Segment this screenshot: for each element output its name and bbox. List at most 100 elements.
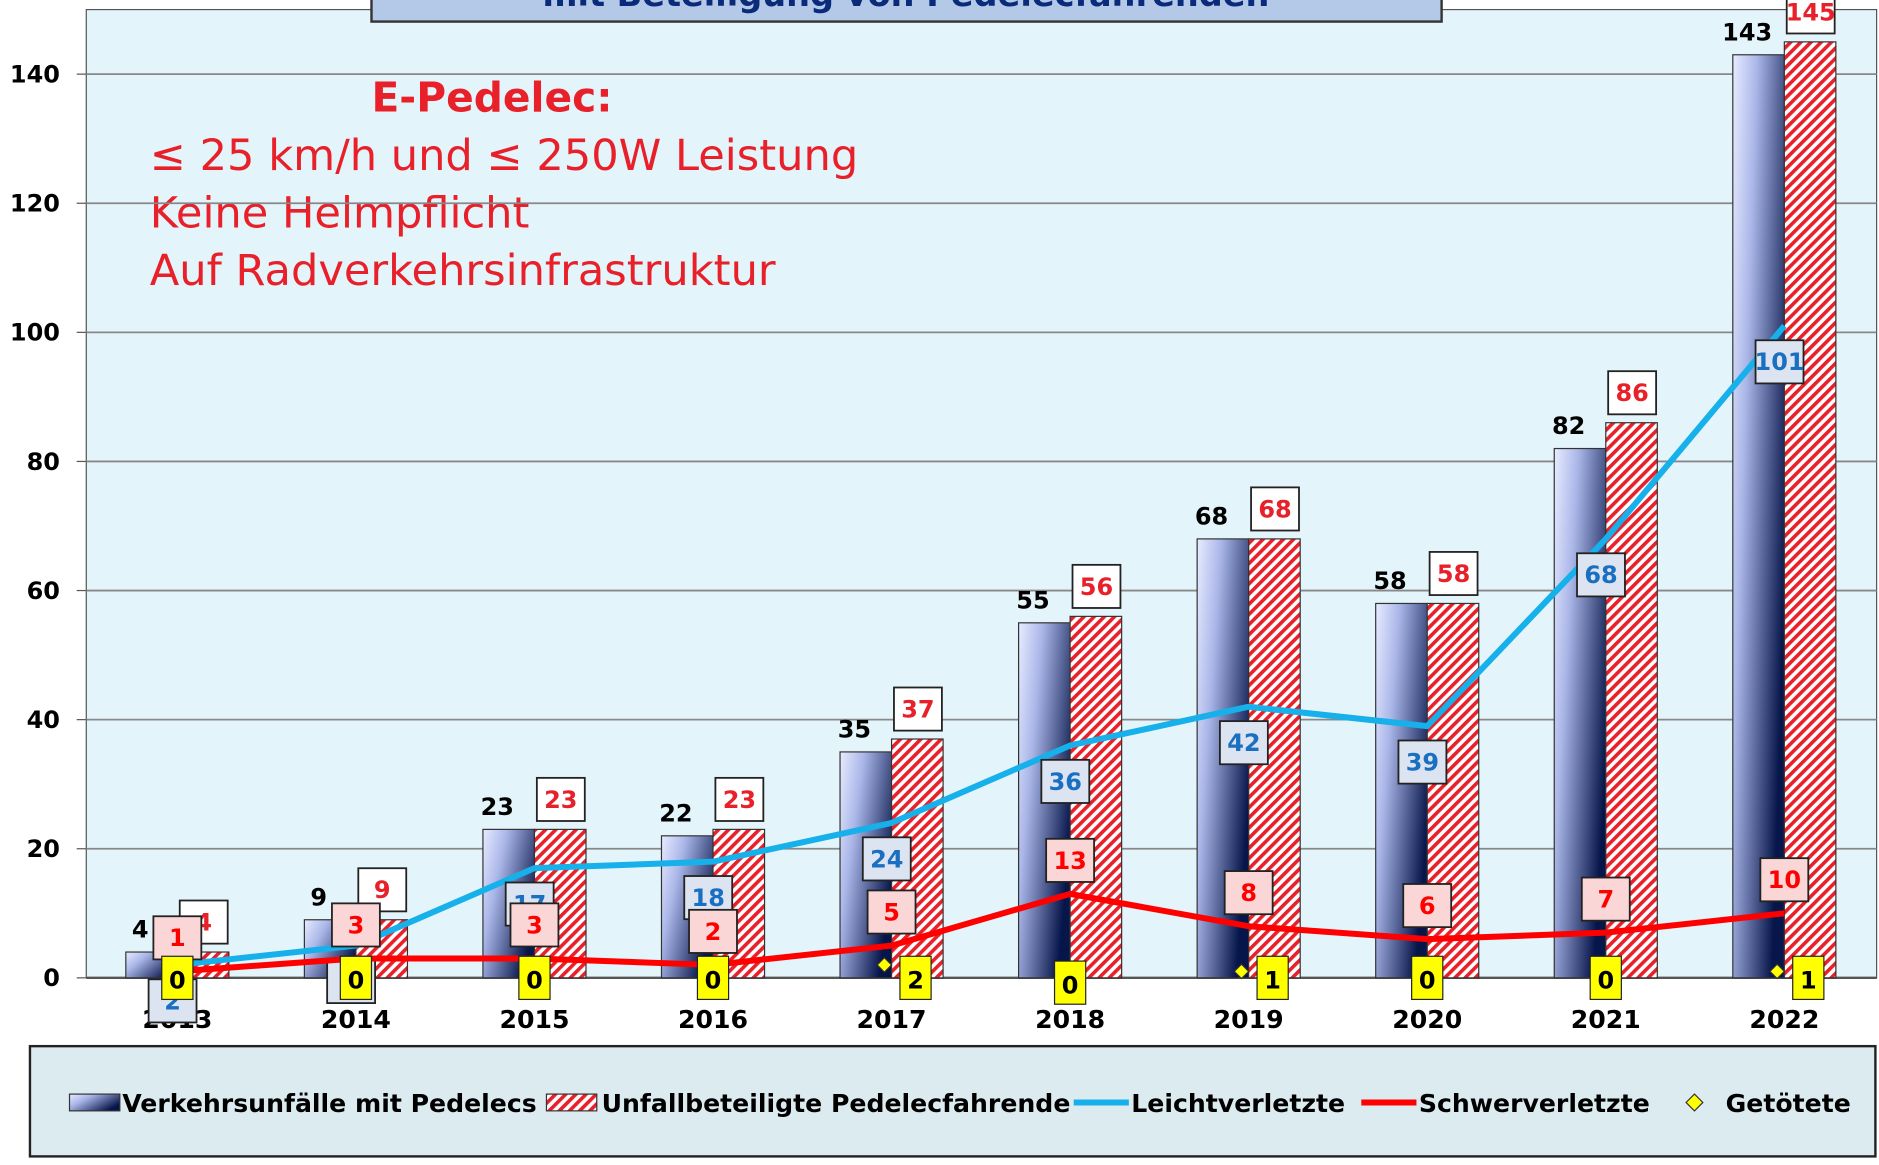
value-label: 1 (1800, 967, 1817, 995)
value-label-box (1040, 758, 1091, 804)
legend-swatch (545, 1093, 598, 1112)
value-label: 18 (692, 884, 725, 912)
value-label-box (893, 686, 943, 732)
annotation: E-Pedelec: (371, 73, 612, 121)
value-label-box (1397, 739, 1448, 785)
value-label: 0 (348, 967, 365, 995)
value-label-box (1402, 883, 1453, 929)
annotation: ≤ 25 km/h und ≤ 250W Leistung (150, 131, 858, 181)
value-label-box (1792, 955, 1825, 1001)
value-label: 22 (659, 799, 692, 827)
legend-label: Unfallbeteiligte Pedelecfahrende (602, 1089, 1071, 1118)
value-label: 2 (705, 918, 722, 946)
value-label-box (866, 889, 917, 935)
value-label-box (1045, 837, 1095, 883)
legend-swatch (1685, 1093, 1704, 1112)
value-label: 0 (1597, 967, 1614, 995)
value-label-box (1754, 339, 1805, 385)
value-label-box (1589, 955, 1622, 1001)
value-label: 58 (1437, 560, 1470, 588)
annotation: Auf Radverkehrsinfrastruktur (150, 246, 776, 296)
value-label-box (1580, 876, 1631, 922)
value-label: 24 (870, 845, 903, 873)
value-label-box (1607, 370, 1658, 416)
value-label-box (1219, 720, 1269, 766)
x-tick-label: 2015 (499, 1005, 569, 1034)
value-label: 35 (838, 716, 871, 744)
y-tick-label: 0 (43, 964, 60, 992)
value-label-box (714, 776, 765, 822)
line (177, 890, 1785, 975)
value-label: 143 (1722, 18, 1772, 46)
value-label: 82 (1552, 412, 1585, 440)
y-tick-label: 80 (27, 448, 60, 476)
value-label: 0 (526, 967, 543, 995)
value-label-box (509, 902, 560, 948)
value-label: 13 (1053, 847, 1086, 875)
value-label: 68 (1195, 503, 1228, 531)
x-tick-label: 2016 (678, 1005, 748, 1034)
bar (1783, 41, 1837, 979)
x-tick-label: 2014 (321, 1005, 391, 1034)
value-label: 68 (1584, 561, 1617, 589)
value-label: 3 (348, 911, 365, 939)
value-label-box (1759, 857, 1810, 903)
legend-label: Getötete (1726, 1089, 1851, 1118)
value-label: 4 (132, 916, 149, 944)
marker (1769, 963, 1786, 980)
value-label: 23 (544, 786, 577, 814)
value-label-box (1250, 486, 1300, 532)
x-tick-label: 2017 (857, 1005, 927, 1034)
chart-title: mit Beteiligung von Pedelecfahrenden (542, 0, 1269, 14)
value-label: 9 (374, 876, 391, 904)
value-label-box (899, 955, 932, 1001)
value-label-box (688, 908, 738, 954)
value-label: 101 (1755, 348, 1805, 376)
value-label: 10 (1768, 866, 1801, 894)
value-label: 39 (1406, 748, 1439, 776)
marker (1233, 963, 1250, 980)
y-tick-label: 20 (27, 835, 60, 863)
value-label: 0 (1419, 967, 1436, 995)
value-label-box (518, 955, 551, 1001)
y-tick-label: 140 (10, 61, 60, 89)
value-label: 0 (169, 967, 186, 995)
value-label-box (1256, 955, 1289, 1001)
value-label-box (535, 776, 586, 822)
value-label: 6 (1419, 892, 1436, 920)
value-label-box (339, 955, 373, 1001)
annotation: Keine Helmpflicht (150, 189, 530, 239)
value-label-box (1071, 563, 1122, 609)
value-label: 5 (883, 898, 900, 926)
value-label: 86 (1615, 379, 1648, 407)
value-label: 1 (169, 924, 186, 952)
value-label: 23 (723, 786, 756, 814)
value-label: 42 (1227, 729, 1260, 757)
legend-swatch (68, 1093, 121, 1112)
value-label-box (861, 836, 912, 882)
value-label: 23 (481, 793, 514, 821)
value-label: 0 (1062, 971, 1079, 999)
marker (876, 956, 893, 973)
value-label: 56 (1080, 573, 1113, 601)
value-label-box (1576, 552, 1626, 598)
value-label: 145 (1786, 0, 1836, 26)
value-label-box (1785, 0, 1836, 35)
value-label: 2 (907, 967, 924, 995)
x-tick-label: 2021 (1571, 1005, 1641, 1034)
value-label: 9 (310, 883, 327, 911)
x-tick-label: 2019 (1214, 1005, 1284, 1034)
legend-label: Verkehrsunfälle mit Pedelecs (122, 1089, 537, 1118)
value-label-box (1053, 960, 1087, 1005)
legend-label: Schwerverletzte (1419, 1089, 1650, 1118)
value-label-box (1223, 870, 1274, 916)
value-label-box (152, 915, 203, 961)
legend-label: Leichtverletzte (1131, 1089, 1345, 1118)
x-tick-label: 2020 (1392, 1005, 1462, 1034)
y-tick-label: 120 (10, 190, 60, 218)
y-tick-label: 100 (10, 319, 60, 347)
value-label-box (696, 955, 730, 1001)
value-label: 0 (705, 967, 722, 995)
value-label: 8 (1240, 879, 1257, 907)
